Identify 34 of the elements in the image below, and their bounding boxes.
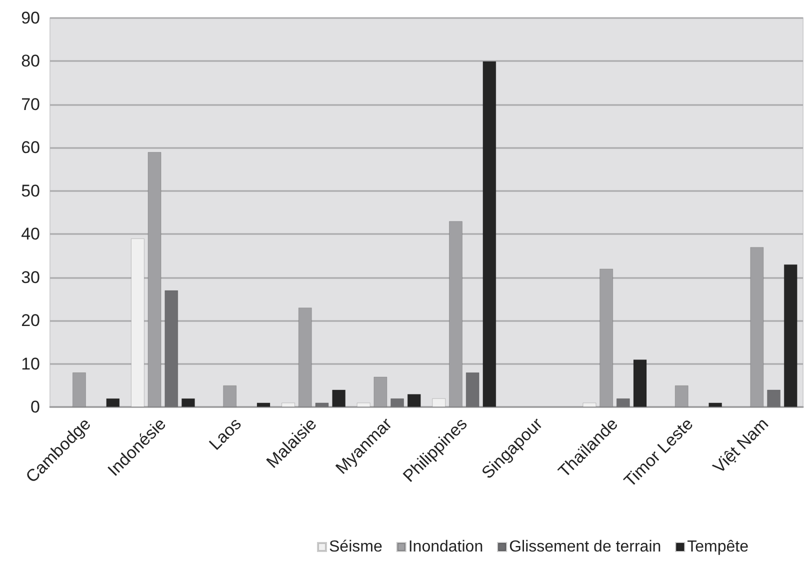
bar (633, 359, 647, 407)
legend-label: Tempête (687, 538, 749, 556)
y-tick-label: 70 (21, 94, 40, 114)
legend-label: Glissement de terrain (509, 538, 662, 556)
bar (407, 394, 421, 407)
y-tick-label: 40 (21, 224, 40, 244)
bar (164, 290, 178, 407)
y-tick-label: 30 (21, 268, 40, 287)
bar (106, 398, 120, 407)
y-tick-label: 50 (21, 181, 40, 200)
bar (282, 402, 296, 407)
bar (332, 390, 346, 407)
y-tick-label: 10 (21, 354, 40, 374)
legend-label: Inondation (408, 538, 484, 556)
bar (130, 238, 144, 407)
bar (784, 264, 798, 407)
legend-label: Séisme (329, 538, 382, 556)
bar (767, 390, 781, 407)
bar (616, 398, 630, 407)
y-tick-label: 60 (21, 138, 40, 158)
bar (315, 402, 329, 407)
bar (181, 398, 195, 407)
bar (256, 402, 270, 407)
bar (708, 402, 722, 407)
y-tick-label: 80 (21, 52, 40, 71)
y-tick-label: 90 (21, 8, 40, 28)
bar (356, 402, 370, 407)
y-tick-label: 20 (21, 311, 40, 330)
bar (432, 398, 446, 407)
bar (482, 61, 496, 407)
bar (466, 372, 480, 407)
bar (582, 402, 596, 407)
bar (390, 398, 404, 407)
y-tick-label: 0 (30, 398, 40, 416)
